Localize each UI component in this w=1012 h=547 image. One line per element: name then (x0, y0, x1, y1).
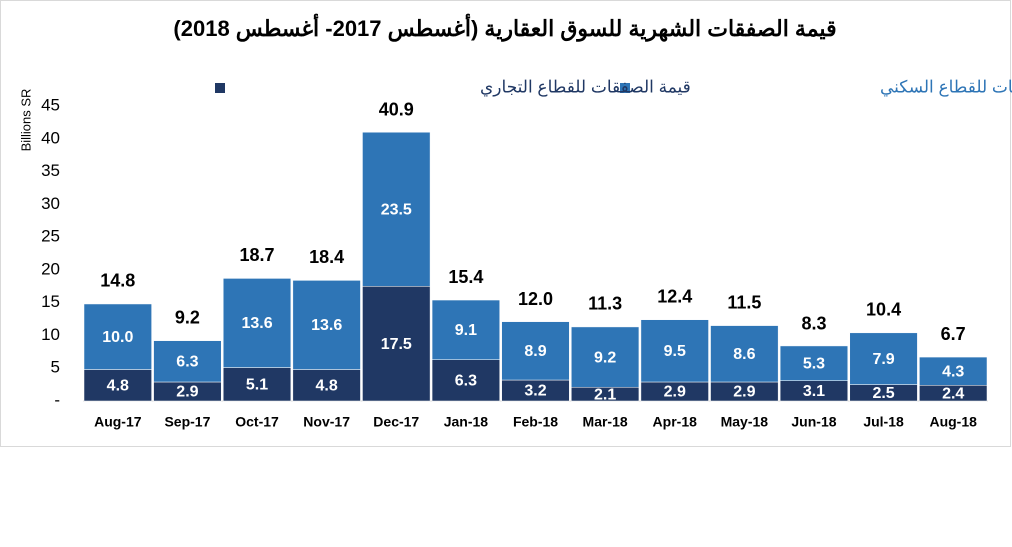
legend-swatch (620, 83, 630, 93)
value-label: 9.2 (594, 349, 616, 366)
x-tick-label: Mar-18 (583, 414, 628, 430)
total-label: 40.9 (379, 100, 414, 120)
total-label: 10.4 (866, 300, 901, 320)
value-label: 13.6 (241, 315, 272, 332)
y-tick-label: 10 (41, 325, 60, 344)
x-tick-label: Nov-17 (303, 414, 350, 430)
value-label: 2.9 (664, 384, 686, 401)
x-tick-label: Jul-18 (863, 414, 904, 430)
value-label: 17.5 (381, 336, 412, 353)
value-label: 2.1 (594, 386, 616, 403)
bar-segment (362, 286, 431, 402)
value-label: 5.1 (246, 377, 268, 394)
value-label: 2.9 (176, 384, 198, 401)
x-tick-label: Sep-17 (164, 414, 210, 430)
value-label: 6.3 (176, 354, 198, 371)
value-label: 4.3 (942, 363, 964, 380)
bar-segment (83, 369, 152, 402)
y-tick-label: 20 (41, 259, 60, 278)
total-label: 12.0 (518, 289, 553, 309)
bar-segment (849, 332, 918, 385)
value-label: 9.5 (664, 343, 686, 360)
y-tick-label: 45 (41, 95, 60, 114)
y-tick-label: 40 (41, 128, 60, 147)
y-axis-label: Billions SR (18, 89, 33, 152)
bar-segment (501, 321, 570, 381)
x-tick-label: Jan-18 (444, 414, 489, 430)
bar-segment (292, 369, 361, 402)
total-label: 18.7 (240, 245, 275, 265)
bar-segment (571, 326, 640, 388)
total-label: 14.8 (100, 271, 135, 291)
total-label: 11.3 (588, 294, 622, 314)
bar-segment (710, 325, 779, 383)
chart-title: قيمة الصفقات الشهرية للسوق العقارية (أغس… (173, 13, 836, 42)
legend-label: قيمة الصفقات للقطاع السكني (880, 77, 1012, 97)
value-label: 3.1 (803, 383, 825, 400)
legend-swatch (215, 83, 225, 93)
x-tick-label: Dec-17 (373, 414, 419, 430)
bar-segment (431, 299, 500, 360)
value-label: 8.6 (733, 346, 755, 363)
bar-segment (292, 280, 361, 370)
x-tick-label: Aug-17 (94, 414, 142, 430)
value-label: 10.0 (102, 329, 133, 346)
bar-segment (919, 356, 988, 386)
value-label: 4.8 (316, 377, 338, 394)
y-tick-label: 25 (41, 227, 60, 246)
total-label: 8.3 (801, 313, 826, 333)
value-label: 2.5 (872, 385, 894, 402)
x-tick-label: Oct-17 (235, 414, 279, 430)
value-label: 8.9 (524, 343, 546, 360)
value-label: 5.3 (803, 356, 825, 373)
bar-segment (153, 340, 222, 383)
value-label: 2.9 (733, 384, 755, 401)
total-label: 6.7 (941, 324, 966, 344)
value-label: 9.1 (455, 322, 477, 339)
value-label: 3.2 (524, 383, 546, 400)
y-tick-label: 15 (41, 292, 60, 311)
value-label: 4.8 (107, 377, 129, 394)
bar-segment (83, 303, 152, 370)
value-label: 7.9 (872, 351, 894, 368)
total-label: 11.5 (727, 292, 761, 312)
y-tick-label: 35 (41, 161, 60, 180)
bar-segment (779, 345, 849, 381)
bar-segment (222, 278, 292, 368)
x-tick-label: Apr-18 (653, 414, 698, 430)
bar-segment (431, 359, 500, 402)
x-tick-label: Feb-18 (513, 414, 558, 430)
bar-segment (222, 367, 292, 402)
legend-label: قيمة الصفقات للقطاع التجاري (480, 77, 691, 97)
total-label: 15.4 (448, 267, 483, 287)
x-tick-label: May-18 (721, 414, 769, 430)
bar-segment (362, 131, 431, 287)
total-label: 18.4 (309, 247, 344, 267)
total-label: 9.2 (175, 307, 200, 327)
y-tick-label: 5 (51, 358, 60, 377)
value-label: 2.4 (942, 385, 964, 402)
x-tick-label: Jun-18 (791, 414, 836, 430)
bar-segment (640, 319, 709, 383)
y-tick-label: 30 (41, 194, 60, 213)
x-tick-label: Aug-18 (929, 414, 977, 430)
y-tick-label: - (54, 390, 60, 409)
value-label: 6.3 (455, 373, 477, 390)
value-label: 23.5 (381, 201, 412, 218)
value-label: 13.6 (311, 317, 342, 334)
total-label: 12.4 (657, 286, 692, 306)
